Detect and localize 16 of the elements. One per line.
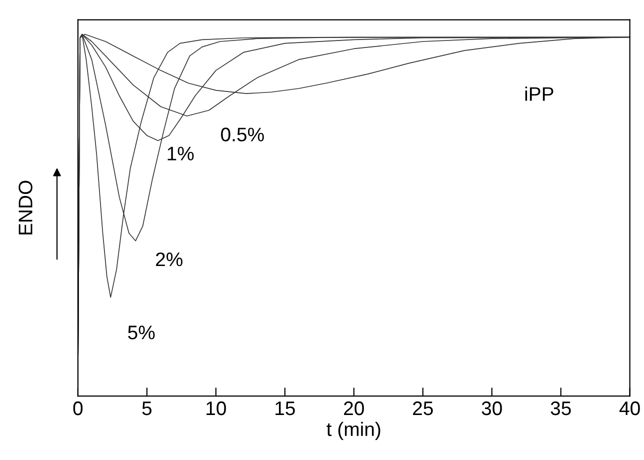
x-tick-label: 30 <box>482 401 502 416</box>
x-tick-label: 40 <box>619 401 640 416</box>
x-tick-label: 0 <box>73 401 83 416</box>
series-label: 0.5% <box>221 128 264 142</box>
series-label: 2% <box>156 252 182 266</box>
x-tick-label: 5 <box>142 402 152 416</box>
x-tick-label: 10 <box>206 401 226 416</box>
series-label: 5% <box>128 326 155 340</box>
x-tick-label: 35 <box>550 401 571 416</box>
text: iPP <box>525 86 554 101</box>
y-axis-title: ENDO <box>18 180 32 234</box>
x-tick-label: 20 <box>344 401 364 416</box>
series-label: 1% <box>168 146 194 160</box>
x-axis-title: t (min) <box>326 422 380 440</box>
x-tick-label: 25 <box>413 401 433 416</box>
x-tick-label: 15 <box>276 402 295 416</box>
